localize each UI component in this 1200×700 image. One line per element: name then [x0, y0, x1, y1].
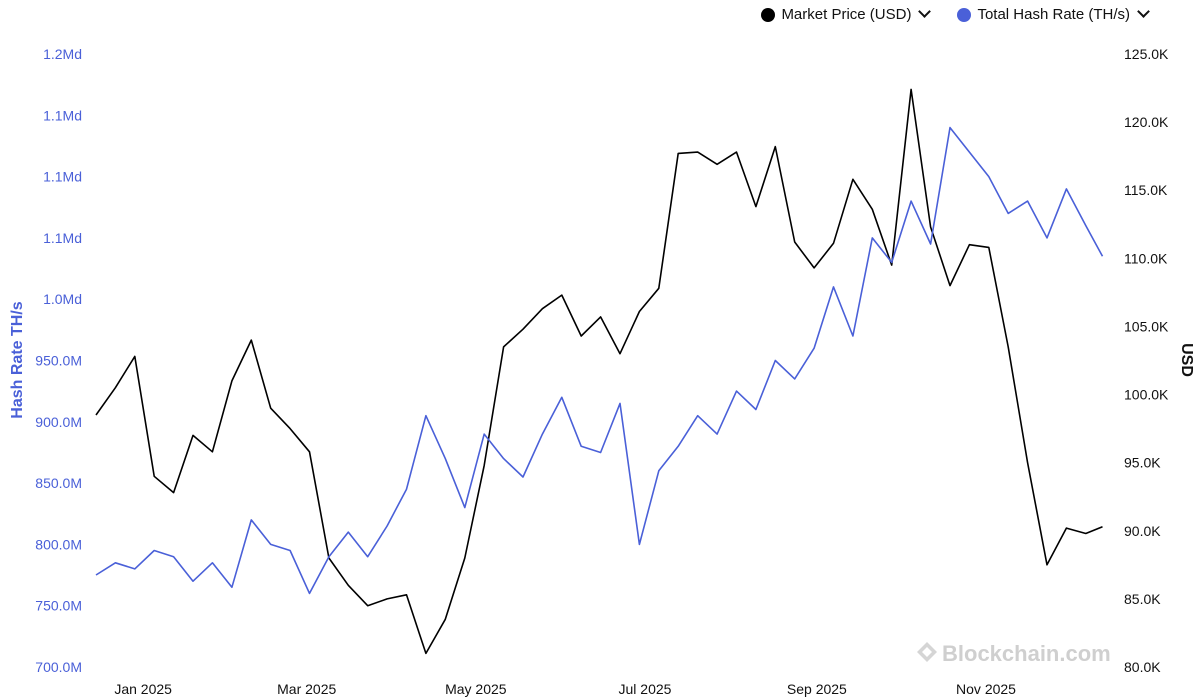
- left-axis-tick-label: 850.0M: [35, 475, 82, 491]
- right-axis-tick-label: 85.0K: [1124, 591, 1161, 607]
- right-axis-title: USD: [1178, 343, 1195, 377]
- x-axis-tick-label: May 2025: [445, 681, 507, 697]
- watermark-text: Blockchain.com: [942, 641, 1111, 666]
- left-axis-tick-label: 900.0M: [35, 414, 82, 430]
- left-axis-title: Hash Rate TH/s: [9, 301, 26, 418]
- legend-dot-hash-rate-icon: [957, 7, 972, 22]
- legend-item-market-price[interactable]: Market Price (USD): [761, 5, 932, 23]
- right-axis-tick-label: 105.0K: [1124, 318, 1169, 334]
- right-axis-tick-label: 120.0K: [1124, 114, 1169, 130]
- x-axis-tick-label: Mar 2025: [277, 681, 336, 697]
- x-axis-tick-label: Jan 2025: [114, 681, 172, 697]
- right-axis-tick-label: 110.0K: [1124, 250, 1168, 266]
- right-axis-tick-label: 80.0K: [1124, 659, 1161, 675]
- series-line-hash-rate: [95, 126, 1104, 595]
- left-axis-tick-label: 1.0Md: [43, 291, 82, 307]
- series-layer: [95, 88, 1104, 655]
- right-axis-ticks: 80.0K 85.0K 90.0K 95.0K 100.0K 105.0K 110.0K 11…: [1124, 46, 1169, 675]
- right-axis-tick-label: 95.0K: [1124, 455, 1161, 471]
- left-axis-tick-label: 750.0M: [35, 598, 82, 614]
- left-axis-tick-label: 700.0M: [35, 659, 82, 675]
- x-axis-tick-label: Nov 2025: [956, 681, 1016, 697]
- x-axis-tick-label: Jul 2025: [619, 681, 672, 697]
- left-axis-tick-label: 1.1Md: [43, 230, 82, 246]
- right-axis-tick-label: 90.0K: [1124, 523, 1161, 539]
- left-axis-tick-label: 1.1Md: [43, 107, 82, 123]
- series-line-market-price: [95, 88, 1103, 655]
- right-axis-tick-label: 125.0K: [1124, 46, 1169, 62]
- legend-label-hash-rate: Total Hash Rate (TH/s): [977, 6, 1130, 23]
- right-axis-tick-label: 115.0K: [1124, 182, 1168, 198]
- left-axis-ticks: 700.0M 750.0M 800.0M 850.0M 900.0M 950.0M 1.0M…: [35, 46, 82, 675]
- left-axis-tick-label: 800.0M: [35, 536, 82, 552]
- right-axis-tick-label: 100.0K: [1124, 387, 1169, 403]
- legend-dot-market-price-icon: [761, 7, 776, 22]
- left-axis-tick-label: 1.1Md: [43, 169, 82, 185]
- left-axis-tick-label: 950.0M: [35, 353, 82, 369]
- left-axis-tick-label: 1.2Md: [43, 46, 82, 62]
- chart-legend: Market Price (USD) Total Hash Rate (TH/s…: [761, 5, 1150, 23]
- x-axis-tick-label: Sep 2025: [787, 681, 847, 697]
- blockchain-logo-icon: [917, 642, 937, 662]
- legend-item-hash-rate[interactable]: Total Hash Rate (TH/s): [957, 5, 1150, 23]
- watermark: Blockchain.com: [917, 641, 1111, 666]
- x-axis-ticks: Jan 2025 Mar 2025 May 2025 Jul 2025 Sep 2025…: [114, 681, 1016, 697]
- legend-label-market-price: Market Price (USD): [781, 6, 912, 23]
